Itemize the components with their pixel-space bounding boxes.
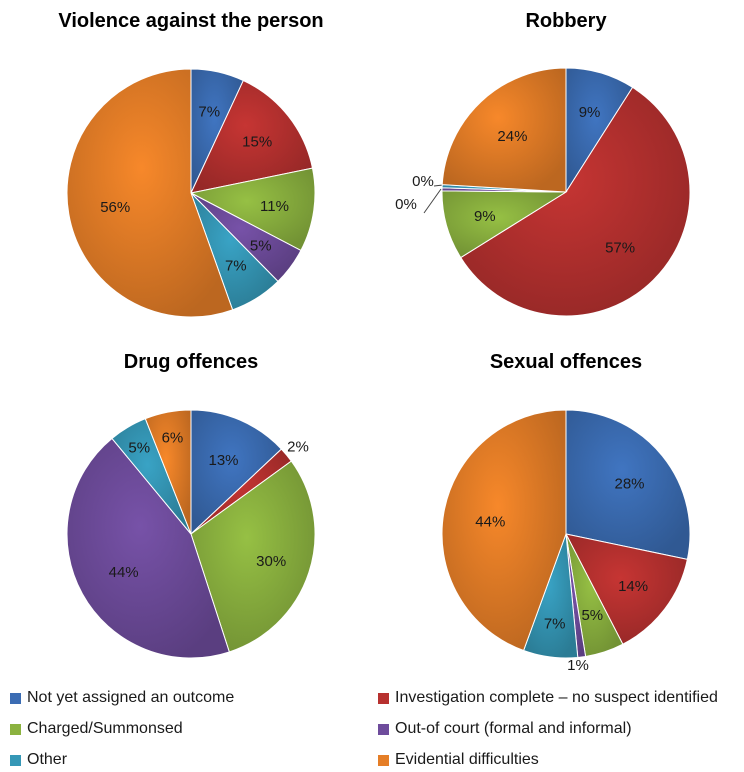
legend-item-charged-summonsed: Charged/Summonsed — [10, 717, 183, 741]
pie-chart-4: Sexual offences 28% 14% 5% 1% 7% 44% — [441, 351, 691, 674]
chart-title: Robbery — [525, 10, 607, 32]
pie-slice-not-yet-assigned — [565, 409, 691, 560]
data-label-charged-summonsed: 11% — [260, 198, 289, 215]
legend-label-other: Other — [27, 751, 68, 768]
pie-slice-evidential-difficulties — [441, 409, 567, 652]
data-label-out-of-court: 1% — [567, 657, 589, 674]
data-label-out-of-court: 5% — [250, 238, 272, 255]
data-label-charged-summonsed: 9% — [474, 208, 496, 225]
legend-label-not-yet-assigned: Not yet assigned an outcome — [27, 689, 235, 706]
data-label-other: 5% — [128, 439, 150, 456]
charts-layer: Violence against the person7%15%11%5%7%5… — [58, 10, 691, 674]
data-label-not-yet-assigned: 7% — [198, 104, 220, 121]
pie-slice-investigation-complete — [460, 86, 691, 317]
chart-title: Sexual offences — [490, 351, 642, 373]
legend-item-other: Other — [10, 748, 67, 772]
legend-swatch-out-of-court — [378, 723, 389, 735]
chart-title: Drug offences — [124, 351, 258, 373]
leader-line — [433, 184, 444, 187]
legend-label-investigation-complete: Investigation complete – no suspect iden… — [395, 689, 718, 706]
data-label-charged-summonsed: 5% — [581, 607, 603, 624]
pie-slice-charged-summonsed — [190, 460, 316, 653]
data-label-out-of-court: 44% — [109, 564, 139, 581]
pie-slice-investigation-complete — [190, 79, 314, 194]
legend-swatch-investigation-complete — [378, 692, 389, 704]
pie-slice-evidential-difficulties — [144, 409, 192, 535]
pie-chart-3: Drug offences 13% 2% 30% 44% 5% 6% — [66, 351, 316, 659]
legend-swatch-evidential-difficulties — [378, 754, 389, 766]
legend: Not yet assigned an outcome Investigatio… — [0, 683, 744, 772]
pie-slice-charged-summonsed — [189, 167, 316, 252]
legend-label-evidential-difficulties: Evidential difficulties — [395, 751, 539, 768]
chart-title: Violence against the person — [58, 10, 323, 32]
leader-line — [423, 188, 442, 214]
legend-label-charged-summonsed: Charged/Summonsed — [27, 720, 183, 737]
legend-swatch-other — [10, 754, 21, 766]
pie-slice-investigation-complete — [565, 533, 688, 645]
pie-slice-not-yet-assigned — [190, 409, 283, 536]
data-label-other: 7% — [225, 257, 247, 274]
legend-item-out-of-court: Out-of court (formal and informal) — [378, 717, 632, 741]
data-label-not-yet-assigned: 13% — [208, 452, 238, 469]
data-label-not-yet-assigned: 28% — [615, 475, 645, 492]
data-label-charged-summonsed: 30% — [256, 553, 286, 570]
data-label-investigation-complete: 15% — [242, 134, 272, 151]
pie-slice-evidential-difficulties — [66, 68, 234, 318]
data-label-other: 7% — [544, 616, 566, 633]
pie-slice-out-of-court — [66, 437, 230, 659]
legend-swatch-charged-summonsed — [10, 723, 21, 735]
data-label-not-yet-assigned: 9% — [579, 104, 601, 121]
legend-item-evidential-difficulties: Evidential difficulties — [378, 748, 539, 772]
data-label-evidential-difficulties: 44% — [475, 514, 505, 531]
legend-item-not-yet-assigned: Not yet assigned an outcome — [10, 686, 234, 710]
pie-slice-evidential-difficulties — [441, 67, 567, 193]
data-label-evidential-difficulties: 56% — [100, 199, 130, 216]
pie-chart-1: Violence against the person7%15%11%5%7%5… — [58, 10, 324, 318]
data-label-investigation-complete: 57% — [605, 240, 635, 257]
pie-chart-2: Robbery 9% 57% 9% 0% 0% 24% — [395, 10, 691, 317]
legend-label-out-of-court: Out-of court (formal and informal) — [395, 720, 632, 737]
data-label-other: 0% — [395, 196, 417, 213]
legend-swatch-not-yet-assigned — [10, 692, 21, 704]
data-label-evidential-difficulties: 24% — [497, 128, 527, 145]
data-label-out-of-court: 0% — [412, 173, 434, 190]
legend-item-investigation-complete: Investigation complete – no suspect iden… — [378, 686, 718, 710]
data-label-evidential-difficulties: 6% — [162, 430, 184, 447]
data-label-investigation-complete: 14% — [618, 578, 648, 595]
data-label-investigation-complete: 2% — [287, 438, 309, 455]
